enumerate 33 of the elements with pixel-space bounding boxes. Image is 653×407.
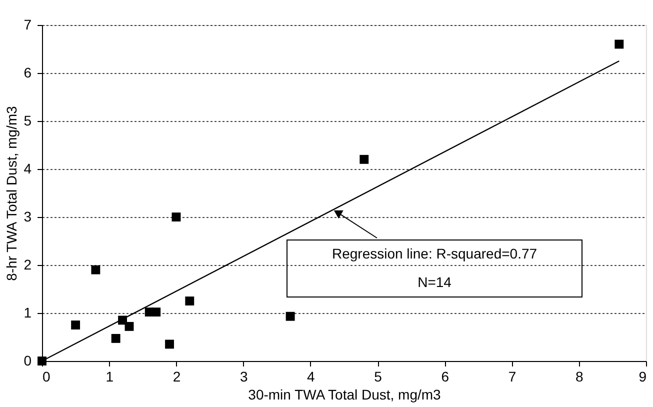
y-tick-label: 5 xyxy=(24,112,32,128)
x-tick-label: 7 xyxy=(508,368,516,384)
y-tick-label: 0 xyxy=(24,352,32,368)
point xyxy=(286,312,295,321)
x-tick-label: 2 xyxy=(172,368,181,384)
x-tick-label: 9 xyxy=(638,368,647,384)
point xyxy=(124,322,134,331)
y-axis-title: 8-hr TWA Total Dust, mg/m3 xyxy=(4,106,20,281)
point xyxy=(360,154,369,164)
y-tick-label: 6 xyxy=(24,64,32,80)
x-tick-label: 8 xyxy=(575,368,584,384)
y-tick-label: 7 xyxy=(24,16,32,32)
x-tick-label: 0 xyxy=(42,368,50,384)
annotation: Regression line: R-squared=0.77 xyxy=(332,245,538,262)
x-tick-label: 5 xyxy=(374,368,382,384)
point xyxy=(91,265,100,274)
x-tick-label: 4 xyxy=(307,368,316,384)
y-tick-label: 1 xyxy=(24,304,32,320)
point xyxy=(165,340,174,349)
y-tick-label: 2 xyxy=(24,256,32,272)
x-tick-label: 1 xyxy=(106,368,114,384)
point xyxy=(71,320,80,330)
point xyxy=(185,296,194,306)
point xyxy=(152,308,161,317)
annotation: N=14 xyxy=(418,274,452,290)
point xyxy=(111,334,120,343)
y-tick-label: 4 xyxy=(24,160,32,176)
x-tick-label: 6 xyxy=(441,368,450,384)
point xyxy=(614,40,624,49)
y-tick-label: 3 xyxy=(24,208,32,224)
x-tick-label: 3 xyxy=(240,368,248,384)
point xyxy=(172,212,181,222)
x-axis-title: 30-min TWA Total Dust, mg/m3 xyxy=(248,386,442,402)
